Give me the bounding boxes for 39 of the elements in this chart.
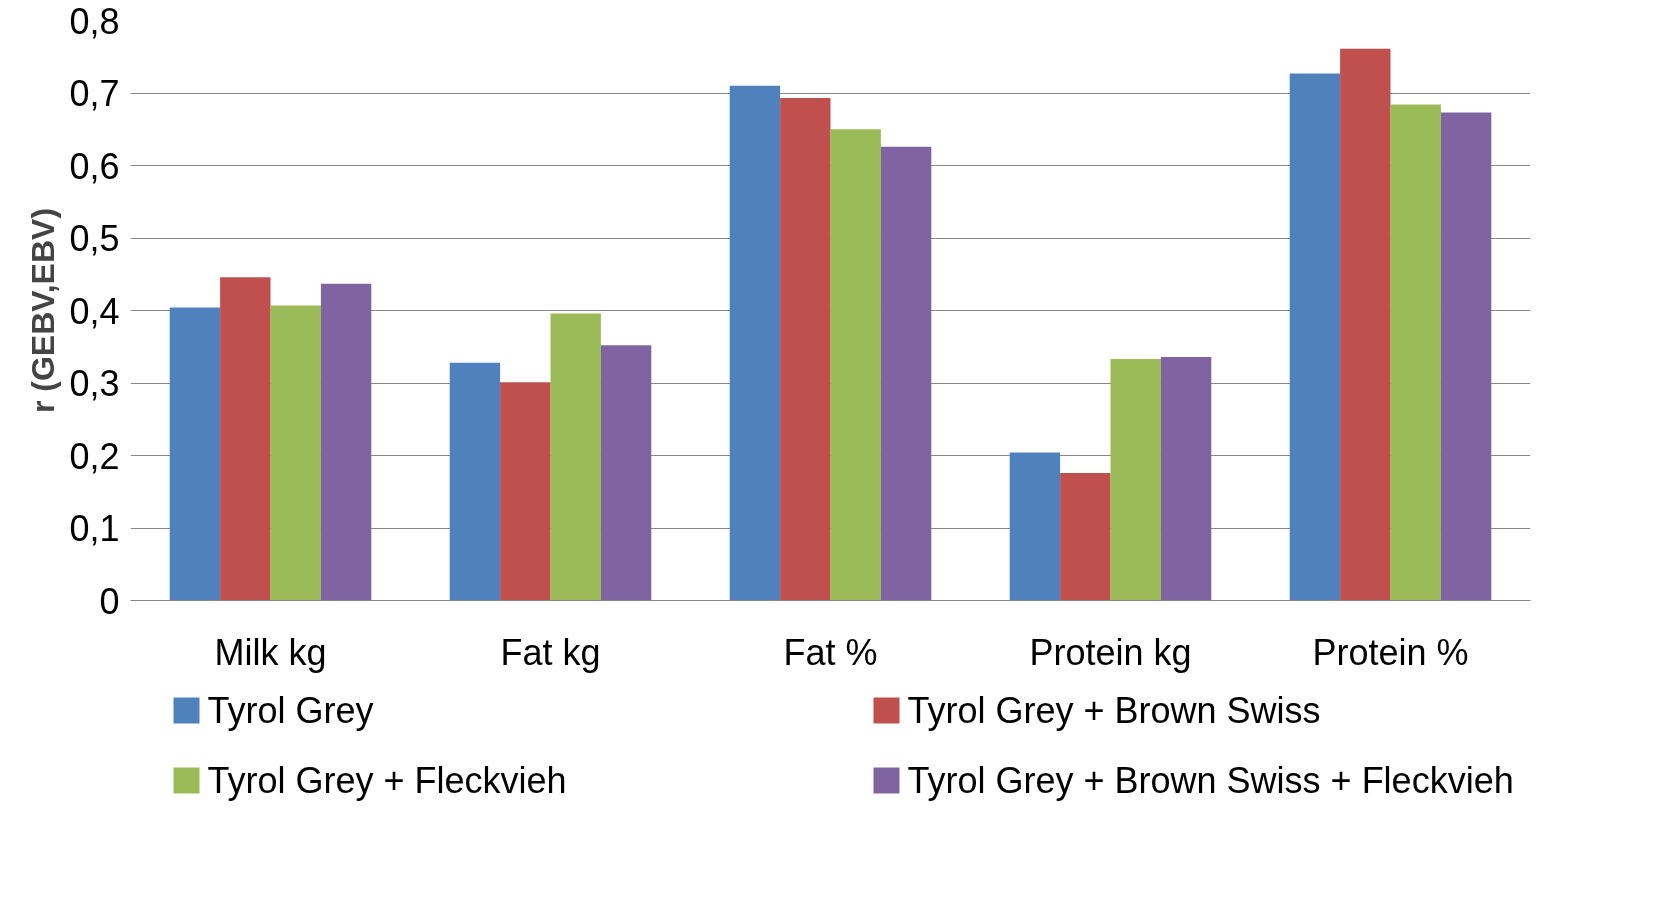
bar [1110,359,1161,601]
bar [449,362,501,601]
x-tick-label: Milk kg [214,631,327,673]
x-tick-label: Fat % [783,631,878,673]
bar [880,146,932,601]
y-tick-label: 0 [99,580,120,622]
bar [1440,112,1492,601]
y-tick-label: 0,1 [69,508,120,549]
bar [500,382,551,601]
x-tick-label: Protein kg [1029,631,1192,673]
legend-label: Tyrol Grey + Brown Swiss [907,690,1321,731]
bar [220,277,271,601]
bar [550,313,601,601]
bar [1060,472,1111,601]
bar [270,305,321,601]
bar [320,283,372,601]
bar [729,85,781,601]
bar [1160,356,1212,601]
bar [780,98,831,601]
y-tick-label: 0,4 [69,290,120,332]
bar [1340,48,1391,601]
y-tick-label: 0,7 [69,73,120,114]
y-tick-label: 0,6 [69,145,120,187]
legend-label: Tyrol Grey [207,690,374,731]
y-tick-label: 0,8 [69,0,120,42]
x-tick-label: Protein % [1312,631,1469,673]
x-tick-label: Fat kg [500,631,601,673]
y-tick-label: 0,5 [69,218,120,259]
bar [1009,452,1061,601]
legend-label: Tyrol Grey + Fleckvieh [207,760,567,801]
y-tick-label: 0,3 [69,363,120,404]
bar [1289,73,1341,601]
bar [600,345,652,601]
y-tick-label: 0,2 [69,435,120,477]
bar [169,307,221,601]
bar [1390,104,1441,601]
bar [830,129,881,601]
legend-label: Tyrol Grey + Brown Swiss + Fleckvieh [907,760,1514,801]
y-axis-title: r (GEBV,EBV) [25,207,62,414]
